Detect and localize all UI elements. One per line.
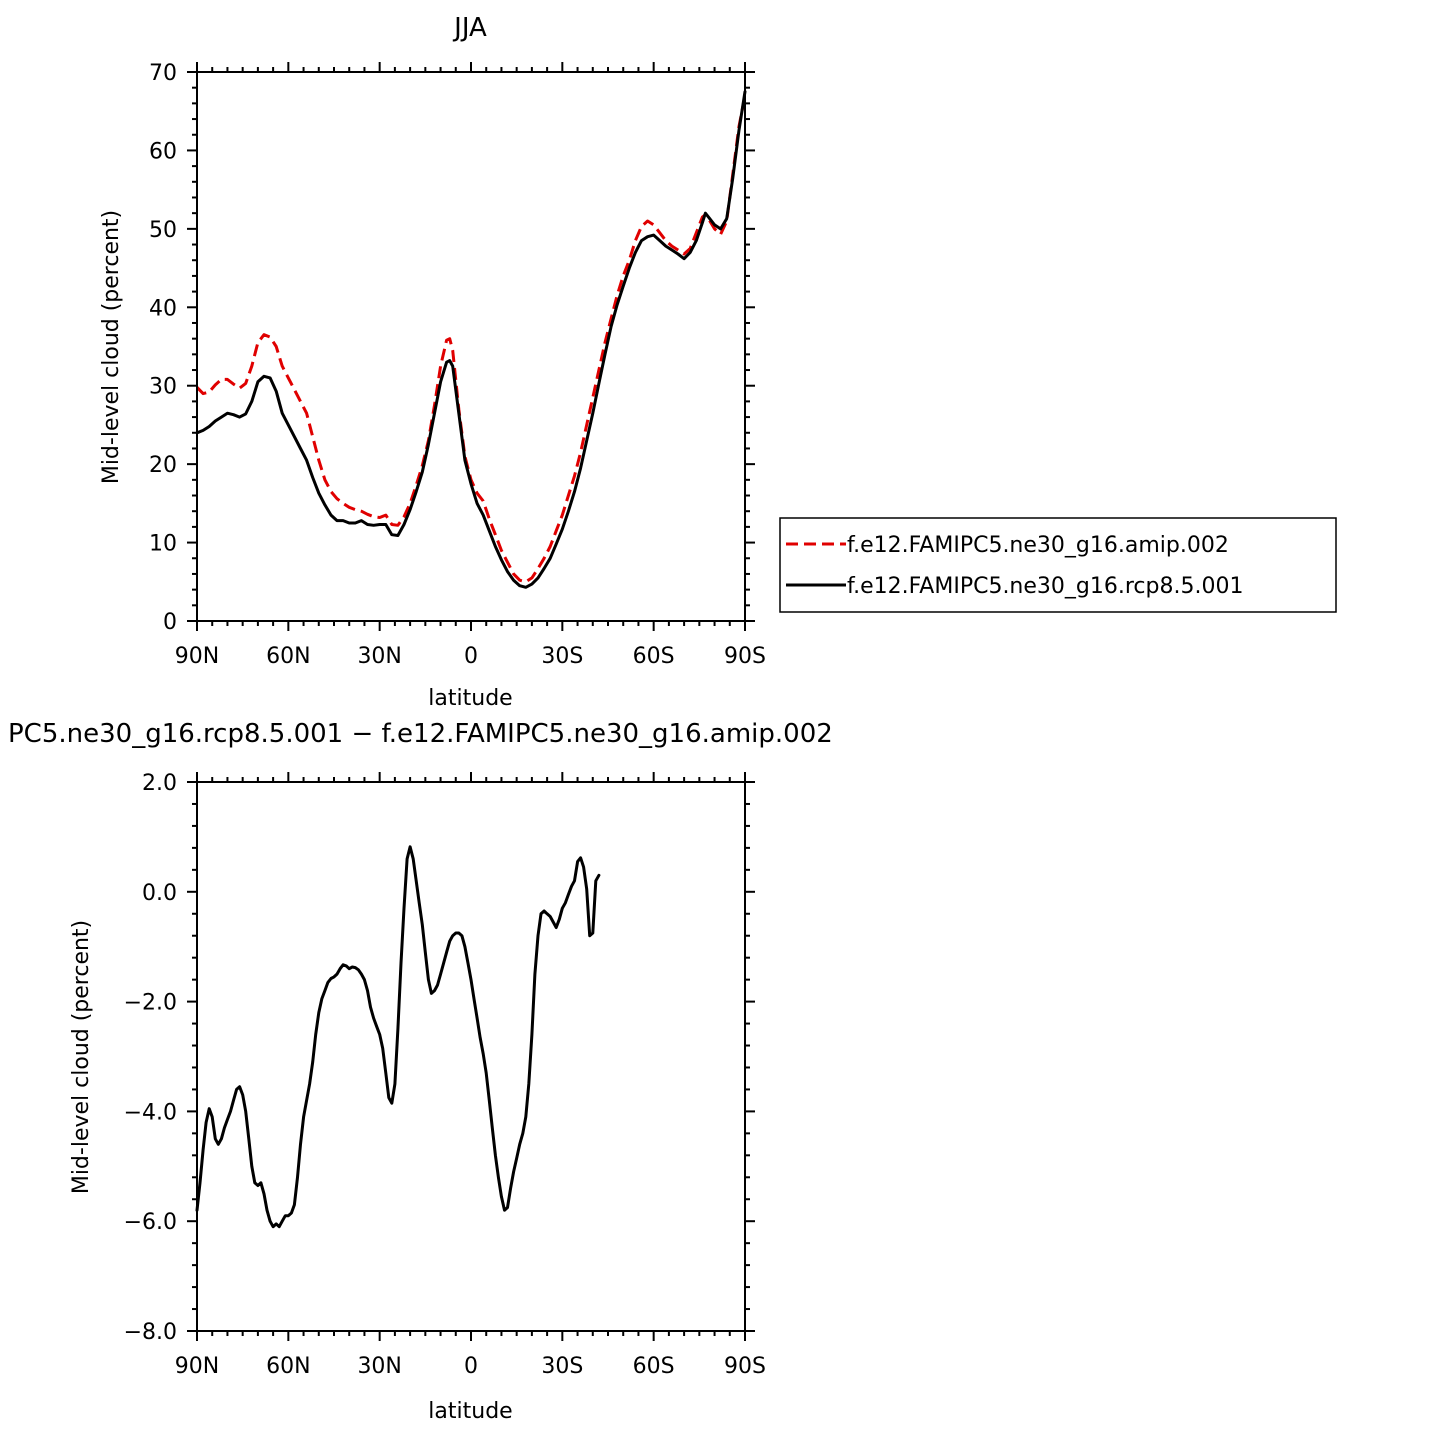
legend: f.e12.FAMIPC5.ne30_g16.amip.002 f.e12.FA…: [779, 517, 1337, 613]
plot-frame: [196, 71, 746, 622]
x-tick-label: 90S: [724, 644, 766, 669]
panel-title: PC5.ne30_g16.rcp8.5.001 − f.e12.FAMIPC5.…: [8, 719, 833, 749]
x-tick-label: 30S: [541, 1354, 583, 1379]
y-tick-label: 20: [149, 453, 177, 478]
x-tick-label: 0: [464, 1354, 478, 1379]
series-layer: [195, 90, 747, 589]
cloud-profile-panel: JJA 90N 60N 30N 0 30S 60S 90S 010203040506070 …: [99, 13, 1337, 711]
series-line-2: [195, 90, 747, 589]
series-layer: [195, 845, 601, 1229]
y-tick-label: 0: [163, 610, 177, 635]
cloud-difference-panel: PC5.ne30_g16.rcp8.5.001 − f.e12.FAMIPC5.…: [8, 719, 833, 1424]
x-tick-label: 30N: [357, 644, 401, 669]
x-tick-label: 90N: [175, 644, 219, 669]
y-tick-label: 50: [149, 218, 177, 243]
y-tick-label: 30: [149, 375, 177, 400]
x-tick-labels: 90N 60N 30N 0 30S 60S 90S: [175, 1354, 766, 1379]
panel-title: JJA: [452, 13, 487, 43]
x-tick-label: 30N: [357, 1354, 401, 1379]
x-tick-labels: 90N 60N 30N 0 30S 60S 90S: [175, 644, 766, 669]
x-tick-label: 60S: [633, 1354, 675, 1379]
y-tick-label: 0.0: [142, 881, 177, 906]
x-axis-label: latitude: [428, 1399, 512, 1424]
y-tick-label: −4.0: [124, 1100, 177, 1125]
tick-marks: [187, 772, 755, 1341]
x-axis-label: latitude: [428, 686, 512, 711]
series-line-1: [195, 845, 601, 1229]
x-tick-label: 0: [464, 644, 478, 669]
y-axis-label: Mid-level cloud (percent): [99, 210, 124, 484]
legend-label-rcp: f.e12.FAMIPC5.ne30_g16.rcp8.5.001: [847, 574, 1243, 599]
x-tick-label: 90S: [724, 1354, 766, 1379]
series-line-1: [195, 95, 747, 584]
y-tick-label: 2.0: [142, 771, 177, 796]
y-tick-label: 70: [149, 61, 177, 86]
plot-frame: [196, 781, 746, 1332]
x-tick-label: 60N: [266, 1354, 310, 1379]
y-tick-label: −6.0: [124, 1210, 177, 1235]
legend-label-amip: f.e12.FAMIPC5.ne30_g16.amip.002: [847, 533, 1229, 558]
x-tick-label: 60S: [633, 644, 675, 669]
y-tick-label: 10: [149, 532, 177, 557]
x-tick-label: 90N: [175, 1354, 219, 1379]
y-axis-label: Mid-level cloud (percent): [69, 920, 94, 1194]
y-tick-labels: 0 10 20 30 40 50 60 70: [149, 61, 177, 635]
legend-box: [779, 517, 1337, 613]
y-tick-label: 60: [149, 139, 177, 164]
y-tick-label: 40: [149, 296, 177, 321]
y-tick-label: −8.0: [124, 1320, 177, 1345]
tick-marks: [187, 62, 755, 631]
x-tick-label: 30S: [541, 644, 583, 669]
y-tick-label: −2.0: [124, 991, 177, 1016]
y-tick-labels: 2.0 0.0 −2.0 −4.0 −6.0 −8.0: [124, 771, 177, 1345]
x-tick-label: 60N: [266, 644, 310, 669]
